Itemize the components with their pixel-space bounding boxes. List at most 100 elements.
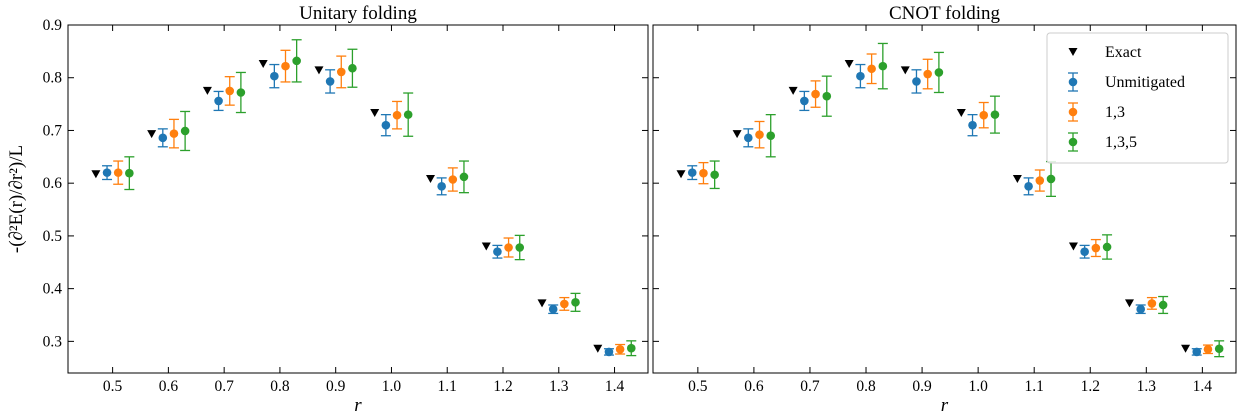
data-point — [314, 66, 324, 75]
data-point — [180, 126, 190, 136]
x-tick-label: 0.7 — [214, 378, 234, 395]
data-point — [1136, 304, 1146, 314]
y-tick-label: 0.5 — [43, 228, 63, 245]
data-point — [822, 91, 832, 101]
data-point — [437, 182, 446, 191]
data-point — [766, 131, 776, 141]
data-point — [169, 129, 179, 138]
data-point — [934, 68, 944, 77]
data-point — [281, 61, 290, 71]
series-1-3-5 — [124, 39, 637, 357]
x-tick-label: 0.6 — [159, 378, 179, 395]
data-point — [732, 130, 742, 139]
series-1-3 — [113, 49, 626, 355]
y-tick-label: 0.9 — [43, 17, 63, 34]
data-point — [481, 242, 491, 251]
data-point — [615, 344, 625, 354]
data-point — [710, 170, 719, 180]
data-point — [1046, 174, 1056, 184]
data-point — [990, 110, 1000, 119]
data-point — [800, 96, 809, 106]
x-tick-label: 1.4 — [1193, 378, 1213, 395]
panel-title: CNOT folding — [889, 3, 1001, 24]
data-point — [979, 110, 989, 120]
data-point — [381, 120, 391, 130]
data-point — [687, 168, 697, 177]
x-tick-label: 1.1 — [438, 378, 457, 395]
data-point — [325, 77, 335, 86]
left-panel: Unitary folding 0.5 0.6 0.7 0.8 0.9 1.0 1.1 1.2 1… — [6, 3, 649, 416]
right-panel: CNOT folding 0.5 0.6 0.7 0.8 0.9 1.0 1.1 1.2 1.3 1… — [652, 3, 1237, 416]
data-point — [225, 86, 235, 96]
data-point — [102, 168, 112, 177]
series-exact — [91, 60, 603, 353]
data-point — [459, 172, 469, 182]
data-point — [676, 170, 686, 179]
data-point — [236, 88, 246, 97]
x-tick-label: 1.1 — [1025, 378, 1044, 395]
data-point — [1192, 347, 1202, 357]
data-point — [147, 130, 157, 139]
series-unmitigated — [102, 63, 614, 357]
legend-marker — [1068, 107, 1078, 117]
legend-box — [1046, 32, 1229, 164]
series-exact — [676, 60, 1191, 353]
data-point — [258, 60, 268, 69]
data-point — [968, 120, 977, 130]
x-axis-label: r — [941, 395, 949, 416]
data-point — [348, 63, 357, 73]
legend-label: 1,3 — [1105, 104, 1125, 121]
panel-title: Unitary folding — [299, 3, 417, 24]
y-tick-label: 0.7 — [43, 122, 63, 139]
data-point — [448, 175, 458, 184]
x-tick-label: 0.5 — [103, 378, 123, 395]
legend: Exact Unmitigated 1,3 1,3,5 — [1046, 32, 1229, 164]
x-tick-label: 0.5 — [688, 378, 708, 395]
data-point — [1024, 182, 1033, 191]
data-point — [788, 86, 798, 95]
legend-marker — [1068, 48, 1078, 56]
x-tick-label: 0.6 — [744, 378, 764, 395]
x-tick-label: 1.0 — [382, 378, 402, 395]
x-tick-label: 0.9 — [326, 378, 346, 395]
data-point — [292, 56, 301, 66]
data-point — [392, 110, 402, 120]
plot-frame — [652, 24, 1237, 374]
data-point — [91, 170, 101, 179]
data-point — [856, 71, 865, 81]
data-point — [515, 243, 525, 252]
x-tick-label: 0.8 — [270, 378, 290, 395]
data-point — [867, 64, 876, 74]
legend-marker — [1068, 77, 1078, 87]
data-point — [1147, 299, 1157, 308]
data-point — [1214, 344, 1224, 354]
x-tick-label: 1.2 — [1081, 378, 1100, 395]
data-point — [113, 168, 123, 177]
legend-marker — [1068, 137, 1078, 147]
data-point — [699, 168, 708, 178]
x-tick-label: 1.4 — [605, 378, 625, 395]
legend-label: Exact — [1105, 44, 1142, 61]
data-point — [844, 60, 854, 69]
data-point — [270, 71, 279, 81]
x-tick-label: 1.0 — [968, 378, 988, 395]
data-point — [604, 347, 614, 357]
data-point — [1012, 174, 1022, 183]
series-1-3-5 — [709, 42, 1225, 358]
data-point — [370, 109, 380, 118]
data-point — [504, 243, 513, 252]
data-point — [900, 66, 910, 75]
data-point — [1158, 300, 1168, 310]
data-point — [1080, 247, 1089, 257]
data-point — [1203, 344, 1213, 354]
data-point — [560, 299, 569, 309]
data-point — [923, 69, 932, 79]
data-point — [537, 299, 547, 308]
plot-frame — [67, 24, 649, 374]
series-unmitigated — [687, 63, 1202, 357]
data-point — [125, 168, 134, 178]
data-point — [214, 96, 223, 106]
x-tick-label: 1.3 — [549, 378, 569, 395]
legend-label: 1,3,5 — [1105, 134, 1137, 151]
